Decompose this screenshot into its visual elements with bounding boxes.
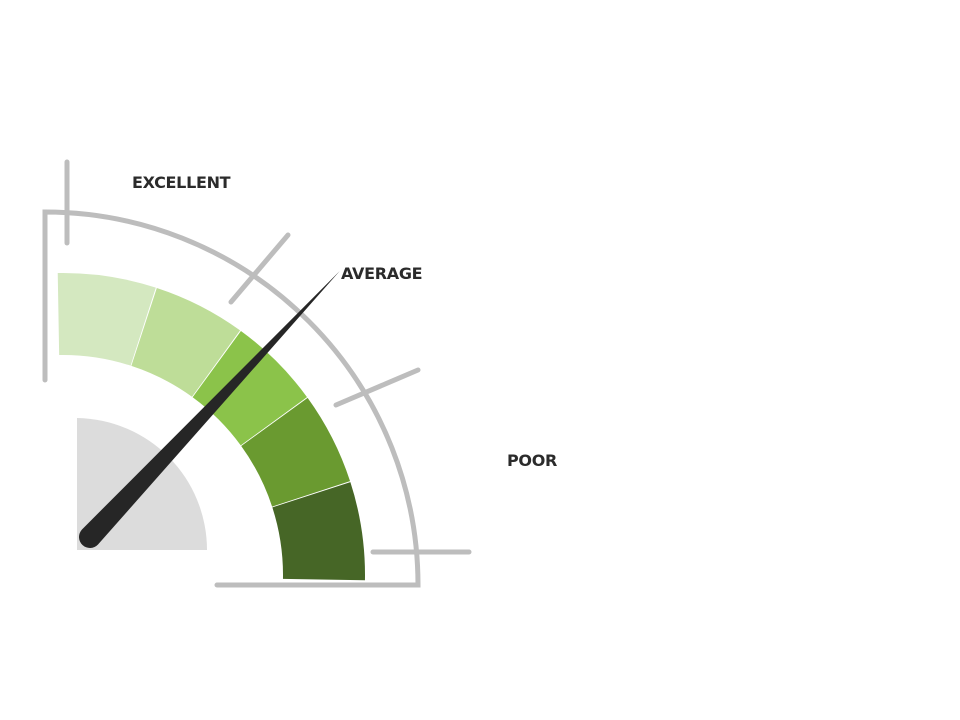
label-excellent: EXCELLENT bbox=[132, 173, 231, 192]
gauge-segment-5 bbox=[272, 482, 365, 581]
gauge-segment-3 bbox=[192, 330, 308, 446]
label-poor: POOR bbox=[507, 451, 558, 470]
label-average: AVERAGE bbox=[341, 264, 423, 283]
gauge-segment-2 bbox=[131, 287, 241, 397]
tick-upper bbox=[228, 232, 291, 305]
outer-arc bbox=[42, 209, 421, 588]
tick-lower bbox=[333, 367, 421, 408]
gauge-segment-4 bbox=[241, 397, 351, 507]
needle bbox=[78, 270, 340, 548]
gauge-segments bbox=[57, 273, 365, 581]
gauge-frame bbox=[42, 159, 472, 588]
gauge-segment-1 bbox=[57, 273, 156, 366]
